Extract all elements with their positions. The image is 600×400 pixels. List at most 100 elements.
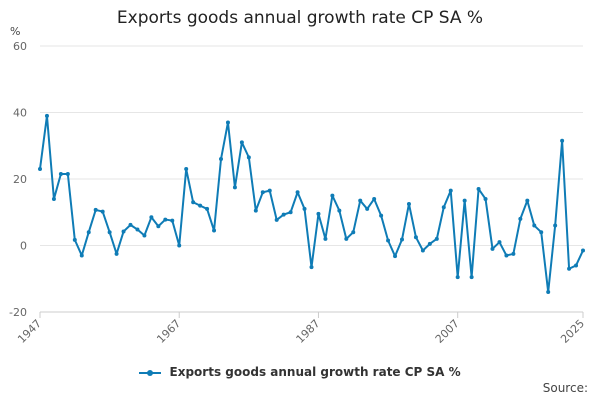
x-tick-label: 2025 — [558, 317, 587, 346]
data-point[interactable] — [323, 236, 328, 241]
data-point[interactable] — [225, 120, 230, 125]
data-point[interactable] — [121, 229, 126, 234]
y-tick-label: -20 — [9, 306, 27, 319]
data-point[interactable] — [413, 235, 418, 240]
legend[interactable]: Exports goods annual growth rate CP SA % — [0, 365, 600, 379]
x-axis: 1947 1967 1987 2007 2025 — [15, 311, 587, 346]
data-point[interactable] — [420, 248, 425, 253]
data-point[interactable] — [497, 240, 502, 245]
data-point[interactable] — [267, 188, 272, 193]
source-label: Source: — [542, 381, 588, 395]
x-tick-label: 1987 — [294, 317, 323, 346]
data-point[interactable] — [560, 138, 565, 143]
data-point[interactable] — [142, 233, 147, 238]
data-point[interactable] — [107, 230, 112, 235]
data-point[interactable] — [79, 253, 84, 258]
data-point[interactable] — [469, 275, 474, 280]
data-point[interactable] — [441, 205, 446, 210]
data-point[interactable] — [72, 237, 77, 242]
y-tick-label: 40 — [13, 107, 27, 120]
data-point[interactable] — [567, 266, 572, 271]
series-group — [38, 113, 585, 295]
data-point[interactable] — [490, 246, 495, 251]
data-point[interactable] — [191, 200, 196, 205]
data-point[interactable] — [539, 230, 544, 235]
data-point[interactable] — [365, 206, 370, 211]
data-point[interactable] — [128, 222, 133, 227]
data-point[interactable] — [212, 228, 217, 233]
y-tick-label: 0 — [20, 240, 27, 253]
data-point[interactable] — [379, 213, 384, 218]
data-point[interactable] — [525, 198, 530, 203]
data-point[interactable] — [156, 224, 161, 229]
gridlines — [40, 45, 583, 313]
data-point[interactable] — [163, 217, 168, 222]
data-point[interactable] — [372, 196, 377, 201]
data-point[interactable] — [302, 206, 307, 211]
data-point[interactable] — [219, 157, 223, 162]
data-point[interactable] — [253, 208, 258, 213]
data-point[interactable] — [483, 196, 488, 201]
data-point[interactable] — [511, 251, 516, 256]
data-point[interactable] — [581, 248, 585, 253]
data-point[interactable] — [177, 243, 182, 248]
data-point[interactable] — [316, 211, 321, 216]
data-point[interactable] — [455, 275, 460, 280]
y-axis-label: % — [10, 25, 20, 38]
y-tick-label: 60 — [13, 40, 27, 53]
data-point[interactable] — [149, 215, 154, 220]
data-point[interactable] — [546, 290, 551, 295]
data-point[interactable] — [44, 113, 49, 118]
data-point[interactable] — [400, 237, 404, 242]
data-point[interactable] — [288, 210, 293, 215]
data-point[interactable] — [386, 238, 391, 243]
data-point[interactable] — [351, 230, 356, 235]
x-tick-label: 1967 — [154, 317, 183, 346]
data-point[interactable] — [260, 190, 265, 195]
data-point[interactable] — [358, 198, 363, 203]
data-point[interactable] — [532, 223, 537, 228]
data-point[interactable] — [309, 265, 314, 270]
data-point[interactable] — [406, 201, 411, 206]
data-point[interactable] — [246, 155, 251, 160]
data-point[interactable] — [553, 223, 558, 228]
data-point[interactable] — [184, 167, 189, 172]
legend-swatch-icon — [139, 368, 162, 378]
data-point[interactable] — [504, 253, 509, 258]
legend-label: Exports goods annual growth rate CP SA % — [169, 365, 461, 379]
data-point[interactable] — [65, 172, 70, 177]
data-point[interactable] — [518, 216, 523, 221]
data-point[interactable] — [38, 167, 42, 172]
data-point[interactable] — [281, 212, 286, 217]
y-axis-ticks: -20 0 20 40 60 — [9, 40, 27, 319]
x-tick-label: 1947 — [15, 317, 44, 346]
data-point[interactable] — [574, 263, 579, 268]
data-point[interactable] — [448, 188, 453, 193]
x-tick-label: 2007 — [433, 317, 462, 346]
data-point[interactable] — [337, 208, 342, 213]
data-point[interactable] — [295, 190, 300, 195]
data-point[interactable] — [135, 227, 140, 232]
data-point[interactable] — [274, 217, 279, 222]
data-point[interactable] — [198, 203, 203, 208]
data-point[interactable] — [462, 198, 467, 203]
data-point[interactable] — [427, 241, 432, 246]
data-point[interactable] — [205, 206, 210, 211]
data-point[interactable] — [476, 186, 481, 191]
data-point[interactable] — [330, 193, 335, 198]
data-point[interactable] — [100, 209, 105, 214]
data-point[interactable] — [86, 230, 91, 235]
data-point[interactable] — [344, 236, 349, 241]
y-tick-label: 20 — [13, 173, 27, 186]
data-point[interactable] — [93, 207, 98, 212]
data-point[interactable] — [434, 236, 439, 241]
chart-title: Exports goods annual growth rate CP SA % — [116, 8, 484, 28]
data-point[interactable] — [51, 196, 56, 201]
data-point[interactable] — [114, 251, 119, 256]
data-point[interactable] — [393, 254, 398, 259]
data-point[interactable] — [170, 218, 175, 223]
data-point[interactable] — [239, 140, 244, 145]
data-point[interactable] — [58, 172, 63, 177]
data-point[interactable] — [232, 185, 237, 190]
